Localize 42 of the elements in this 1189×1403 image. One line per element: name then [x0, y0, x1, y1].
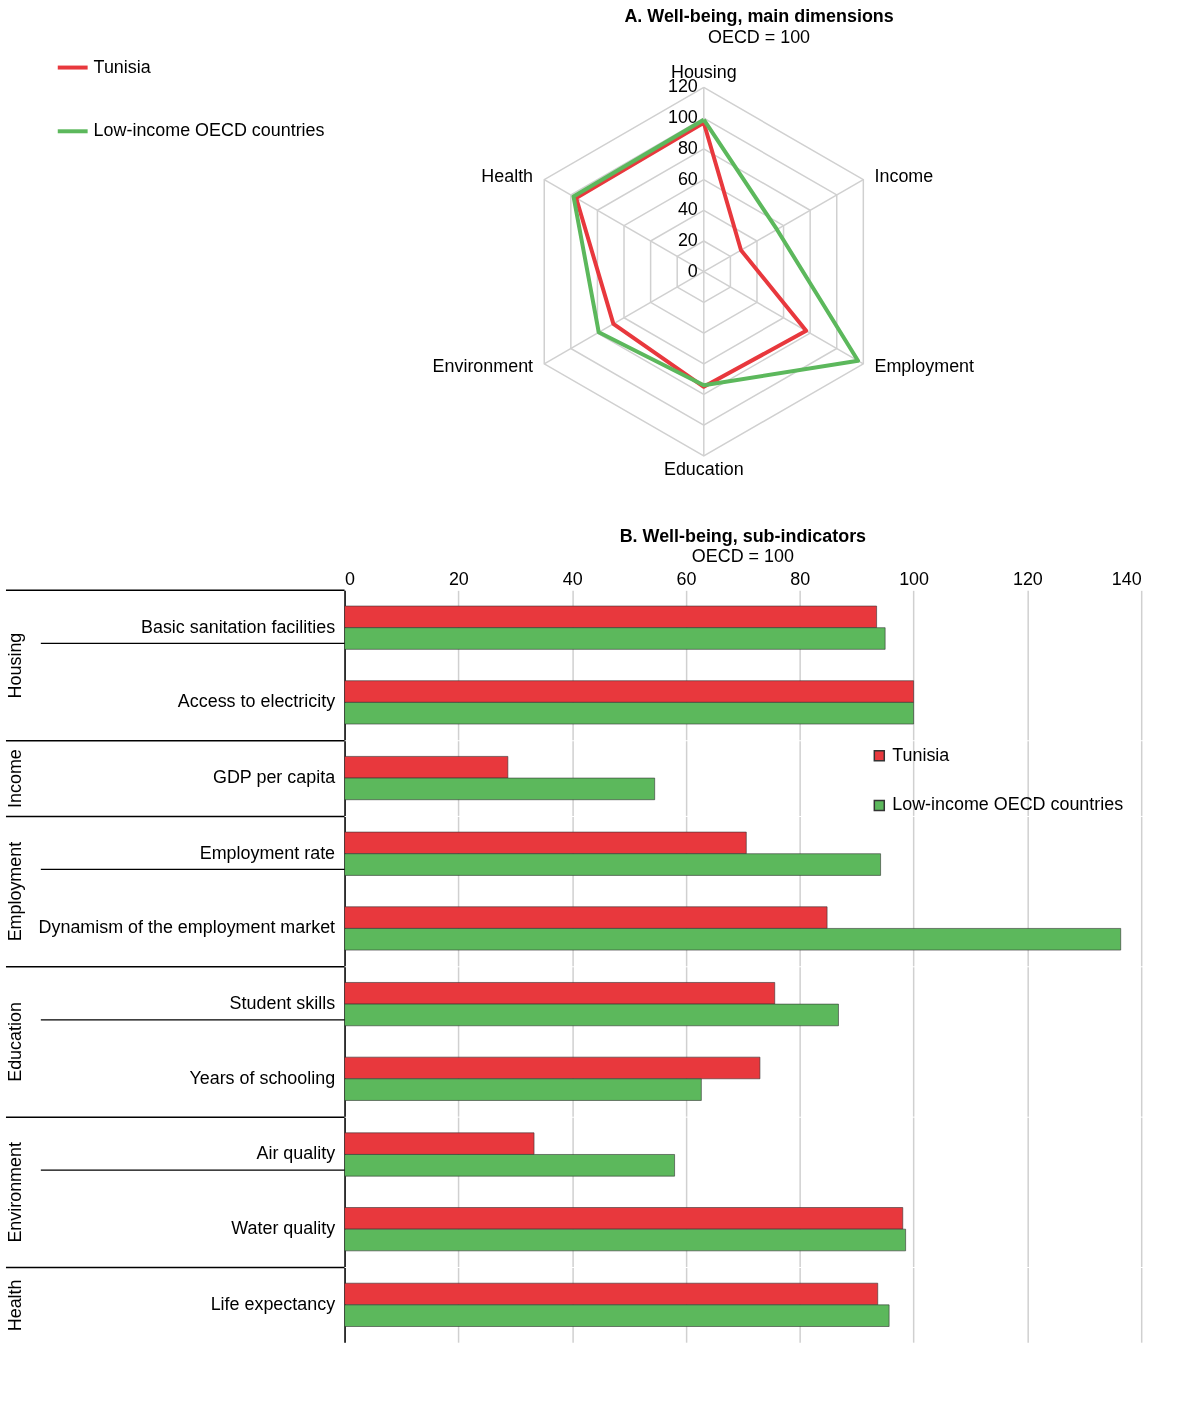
legend-label: Tunisia — [892, 744, 950, 765]
x-tick-label: 120 — [1012, 568, 1043, 589]
spoke-label: Environment — [432, 355, 534, 376]
spoke-label: Employment — [874, 355, 975, 376]
legend-label: Low-income OECD countries — [892, 794, 1124, 815]
chart-title: B. Well-being, sub-indicators — [619, 525, 867, 546]
y-axis-title: Employment — [5, 841, 26, 942]
y-tick-label: Water quality — [231, 1218, 336, 1239]
spoke-label: Health — [481, 165, 534, 186]
chart-subtitle: OECD = 100 — [691, 546, 794, 567]
y-tick-label: Access to electricity — [177, 691, 336, 712]
y-tick-label: Years of schooling — [189, 1067, 336, 1088]
y-axis-title: Income — [5, 749, 26, 808]
y-tick-label: Life expectancy — [210, 1293, 336, 1314]
x-tick-label: 20 — [448, 568, 469, 589]
legend-label: Low-income OECD countries — [93, 120, 325, 141]
x-tick-label: 140 — [1111, 568, 1142, 589]
y-axis-title: Environment — [5, 1142, 26, 1243]
spoke-label: Income — [874, 165, 934, 186]
x-tick-label: 0 — [345, 568, 356, 589]
y-tick-label: Dynamism of the employment market — [38, 917, 336, 938]
legend-label: Tunisia — [93, 56, 151, 77]
y-tick-label: 80 — [677, 137, 698, 158]
x-tick-label: 80 — [790, 568, 811, 589]
y-axis-title: Education — [5, 1002, 26, 1082]
y-tick-label: GDP per capita — [213, 767, 336, 788]
y-tick-label: 100 — [667, 107, 698, 128]
y-tick-label: 0 — [687, 260, 698, 281]
y-tick-label: Basic sanitation facilities — [141, 616, 336, 637]
x-tick-label: 40 — [562, 568, 583, 589]
y-axis-title: Housing — [5, 632, 26, 699]
y-tick-label: Student skills — [229, 993, 336, 1014]
chart-subtitle: OECD = 100 — [708, 26, 811, 47]
y-tick-label: 60 — [677, 168, 698, 189]
y-axis-title: Health — [5, 1279, 26, 1332]
y-tick-label: 20 — [677, 229, 698, 250]
y-tick-label: Air quality — [256, 1143, 336, 1164]
y-tick-label: 40 — [677, 199, 698, 220]
chart-title: A. Well-being, main dimensions — [624, 5, 894, 26]
spoke-label: Education — [663, 459, 744, 480]
y-tick-label: Employment rate — [199, 842, 336, 863]
x-tick-label: 100 — [899, 568, 930, 589]
